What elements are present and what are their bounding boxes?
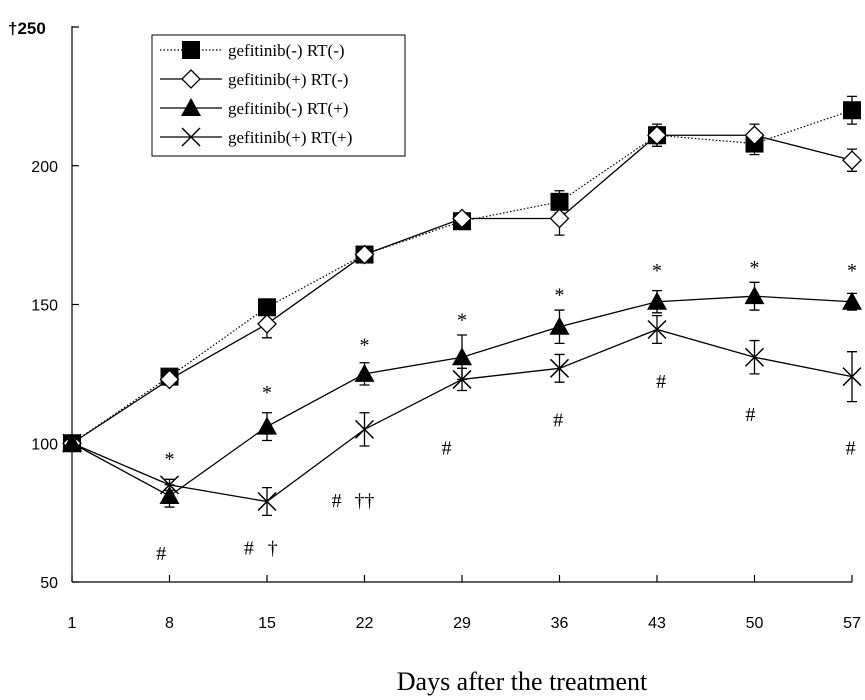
legend: gefitinib(-) RT(-) gefitinib(+) RT(-) gefi… (151, 34, 406, 157)
significance-mark: * (360, 335, 370, 357)
significance-mark: * (165, 448, 175, 470)
significance-mark: # (442, 437, 452, 459)
legend-item: gefitinib(+) RT(-) (160, 69, 348, 89)
data-point (62, 433, 82, 453)
legend-label: gefitinib(-) RT(-) (228, 41, 345, 60)
significance-mark: # (553, 410, 563, 432)
data-point (842, 367, 862, 387)
significance-annotations: * * * * * * * * # # † # †† # # # # # (156, 257, 857, 565)
significance-mark: # (332, 490, 342, 512)
series-3 (62, 281, 862, 508)
data-point (257, 314, 277, 334)
data-point (257, 416, 277, 435)
y-tick-label: 50 (40, 575, 58, 592)
data-point (257, 491, 277, 512)
data-point (549, 316, 570, 335)
significance-mark: †† (355, 490, 375, 512)
data-point (159, 475, 180, 495)
data-point (549, 208, 570, 229)
significance-mark: † (268, 537, 278, 559)
significance-mark: # (244, 537, 254, 559)
y-tick-label: 150 (31, 298, 58, 315)
legend-marker (181, 98, 201, 116)
data-point (744, 347, 765, 367)
data-point (159, 369, 180, 390)
y-axis-top-label: †250 (8, 19, 46, 38)
significance-mark: * (555, 285, 565, 307)
data-point (744, 125, 765, 146)
significance-mark: # (846, 437, 856, 459)
data-point (452, 347, 472, 366)
legend-marker (182, 41, 200, 59)
x-tick-label: 15 (258, 615, 276, 632)
data-point (843, 101, 861, 120)
significance-mark: * (262, 382, 272, 404)
series-2 (62, 123, 862, 454)
legend-label: gefitinib(-) RT(+) (228, 99, 348, 118)
significance-mark: * (457, 310, 467, 332)
significance-mark: # (745, 404, 755, 426)
data-point (452, 208, 472, 229)
legend-marker (181, 127, 201, 147)
x-tick-label: 1 (68, 615, 77, 632)
data-point (354, 363, 375, 382)
legend-marker (181, 69, 201, 89)
legend-label: gefitinib(+) RT(-) (228, 70, 348, 89)
significance-mark: # (656, 371, 666, 393)
data-point (647, 291, 667, 310)
data-point (842, 150, 862, 171)
series-4 (62, 314, 862, 517)
data-point (647, 125, 667, 146)
x-tick-label: 22 (356, 615, 374, 632)
x-tick-label: 8 (165, 615, 174, 632)
x-tick-label: 43 (648, 615, 666, 632)
y-tick-label: 100 (31, 436, 58, 453)
axes: 50 100 150 200 1 8 15 22 29 36 43 50 57 (31, 26, 861, 632)
data-point (354, 244, 375, 265)
data-point (354, 419, 375, 439)
legend-item: gefitinib(-) RT(-) (160, 41, 345, 60)
legend-item: gefitinib(+) RT(+) (160, 127, 352, 147)
y-tick-label: 200 (31, 159, 58, 176)
significance-mark: * (750, 257, 760, 279)
data-point (258, 298, 276, 317)
significance-mark: * (652, 260, 662, 282)
x-ticks: 1 8 15 22 29 36 43 50 57 (68, 575, 861, 632)
series-line (71, 109, 853, 444)
significance-mark: # (156, 543, 166, 565)
x-tick-label: 57 (843, 615, 861, 632)
data-point (549, 358, 570, 378)
series-line (71, 134, 853, 444)
data-point (744, 286, 765, 305)
series-layer (62, 95, 862, 517)
x-axis-title: Days after the treatment (397, 667, 648, 696)
data-point (842, 291, 862, 310)
data-point (647, 319, 667, 340)
x-tick-label: 29 (453, 615, 471, 632)
x-tick-label: 50 (746, 615, 764, 632)
x-tick-label: 36 (551, 615, 569, 632)
legend-item: gefitinib(-) RT(+) (160, 98, 348, 118)
significance-mark: * (847, 260, 857, 282)
data-point (452, 369, 472, 389)
data-point (159, 485, 180, 504)
legend-label: gefitinib(+) RT(+) (228, 128, 352, 147)
